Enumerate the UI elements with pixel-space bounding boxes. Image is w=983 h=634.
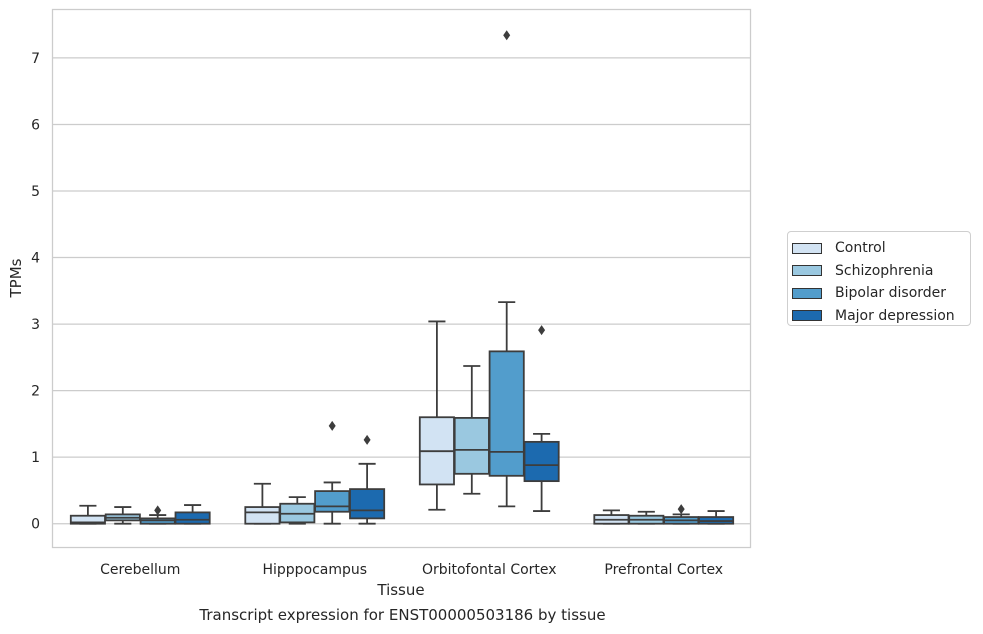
outlier-marker-0 bbox=[503, 30, 511, 41]
box-0-2 bbox=[418, 320, 455, 511]
plot-frame bbox=[51, 8, 752, 549]
y-tick-labels: 0 1 2 3 4 5 6 7 bbox=[31, 51, 40, 533]
outlier-marker-0 bbox=[363, 434, 371, 445]
box-iqr bbox=[453, 417, 490, 475]
outlier-marker-0 bbox=[677, 504, 685, 515]
box-1-0 bbox=[104, 506, 141, 525]
y-tick-label-1: 1 bbox=[31, 450, 40, 466]
x-tick-label-2: Orbitofontal Cortex bbox=[422, 562, 557, 578]
outlier-marker-0 bbox=[538, 325, 546, 336]
box-2-2 bbox=[488, 30, 525, 508]
y-tick-label-2: 2 bbox=[31, 384, 40, 400]
gridlines bbox=[53, 57, 751, 525]
y-tick-label-4: 4 bbox=[31, 251, 40, 267]
y-axis-label: TPMs bbox=[7, 258, 25, 298]
box-2-1 bbox=[314, 420, 351, 525]
box-iqr bbox=[244, 506, 281, 525]
x-tick-label-1: Hipppocampus bbox=[262, 562, 367, 578]
y-tick-label-0: 0 bbox=[31, 517, 40, 533]
legend-item-control: Control bbox=[792, 237, 970, 260]
x-axis-label: Tissue bbox=[376, 581, 424, 599]
box-3-0 bbox=[174, 504, 211, 525]
x-tick-label-3: Prefrontal Cortex bbox=[604, 562, 723, 578]
box-iqr bbox=[174, 511, 211, 525]
legend-item-schizophrenia: Schizophrenia bbox=[792, 260, 970, 283]
box-1-1 bbox=[279, 496, 316, 525]
chart-caption: Transcript expression for ENST0000050318… bbox=[199, 606, 606, 624]
outlier-marker-0 bbox=[328, 420, 336, 431]
box-3-3 bbox=[698, 510, 735, 525]
box-2-0 bbox=[139, 505, 176, 525]
box-iqr bbox=[349, 488, 386, 520]
box-iqr bbox=[488, 350, 525, 477]
y-tick-label-6: 6 bbox=[31, 117, 40, 133]
legend: Control Schizophrenia Bipolar disorder M… bbox=[787, 231, 971, 326]
box-3-2 bbox=[523, 325, 560, 512]
box-3-1 bbox=[349, 434, 386, 525]
box-0-0 bbox=[69, 504, 106, 525]
legend-item-bipolar-disorder: Bipolar disorder bbox=[792, 282, 970, 305]
legend-swatch-major-depression bbox=[792, 310, 822, 322]
box-iqr bbox=[314, 490, 351, 513]
y-tick-label-7: 7 bbox=[31, 51, 40, 67]
box-series bbox=[69, 30, 735, 525]
legend-label-schizophrenia: Schizophrenia bbox=[835, 262, 934, 279]
legend-label-major-depression: Major depression bbox=[835, 307, 955, 324]
legend-label-control: Control bbox=[835, 240, 886, 257]
y-tick-label-3: 3 bbox=[31, 317, 40, 333]
box-1-2 bbox=[453, 365, 490, 495]
legend-swatch-schizophrenia bbox=[792, 265, 822, 277]
legend-swatch-bipolar-disorder bbox=[792, 287, 822, 299]
x-tick-label-0: Cerebellum bbox=[100, 562, 180, 578]
legend-label-bipolar-disorder: Bipolar disorder bbox=[835, 285, 947, 302]
outlier-marker-0 bbox=[154, 505, 162, 516]
box-2-3 bbox=[663, 504, 700, 525]
box-iqr bbox=[523, 440, 560, 483]
box-1-3 bbox=[628, 510, 665, 525]
box-0-3 bbox=[593, 509, 630, 525]
legend-item-major-depression: Major depression bbox=[792, 305, 970, 328]
legend-swatch-control bbox=[792, 242, 822, 254]
y-tick-label-5: 5 bbox=[31, 184, 40, 200]
x-tick-labels: Cerebellum Hipppocampus Orbitofontal Corte… bbox=[100, 562, 723, 578]
box-0-1 bbox=[244, 482, 281, 525]
